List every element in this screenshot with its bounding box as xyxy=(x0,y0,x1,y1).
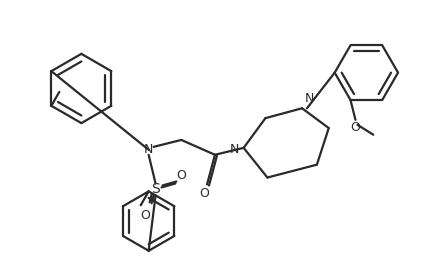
Text: O: O xyxy=(140,209,149,222)
Text: O: O xyxy=(199,187,209,200)
Text: N: N xyxy=(144,143,153,156)
Text: O: O xyxy=(351,121,360,134)
Text: N: N xyxy=(305,92,314,105)
Text: S: S xyxy=(151,182,160,197)
Text: O: O xyxy=(176,169,186,182)
Text: N: N xyxy=(229,143,239,156)
